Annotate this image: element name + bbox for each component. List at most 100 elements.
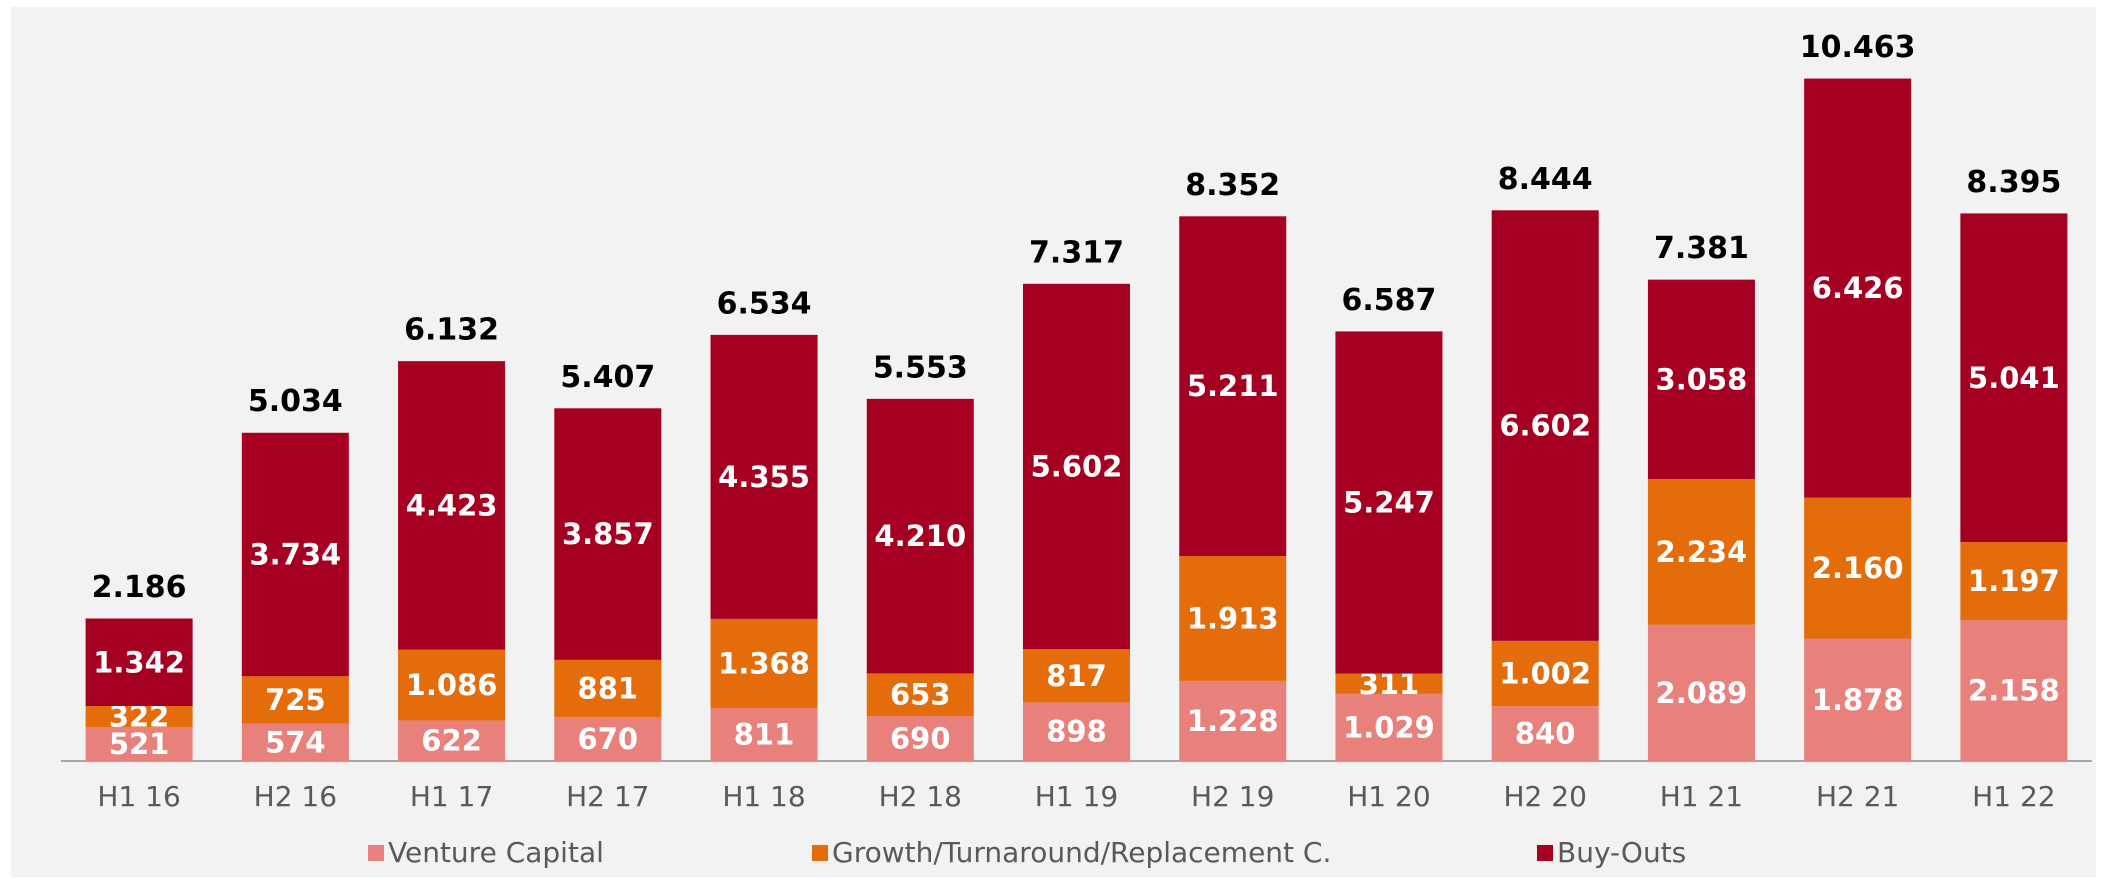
legend-swatch xyxy=(1537,845,1553,861)
legend-swatch xyxy=(368,845,384,861)
segment-label: 1.368 xyxy=(718,647,810,681)
segment-label: 5.041 xyxy=(1968,361,2060,395)
bar-segment xyxy=(85,618,193,707)
bar-segment xyxy=(398,361,506,650)
segment-label: 4.355 xyxy=(718,460,810,494)
total-label: 10.463 xyxy=(1800,30,1916,65)
segment-label: 3.058 xyxy=(1656,362,1748,396)
bar-segment xyxy=(554,659,662,718)
x-tick-label: H1 20 xyxy=(1347,780,1430,813)
total-label: 5.407 xyxy=(560,360,655,395)
segment-label: 5.602 xyxy=(1031,449,1123,483)
bar-segment xyxy=(398,720,506,761)
bar-segment xyxy=(1804,78,1912,498)
bar-segment xyxy=(710,334,818,619)
segment-label: 6.426 xyxy=(1812,271,1904,305)
segment-label: 3.734 xyxy=(249,538,341,572)
segment-label: 1.228 xyxy=(1187,704,1279,738)
bar-segment xyxy=(1647,624,1755,761)
segment-label: 2.089 xyxy=(1656,676,1748,710)
x-tick-label: H2 19 xyxy=(1191,780,1274,813)
segment-label: 6.602 xyxy=(1499,409,1591,443)
bar-segment xyxy=(1647,279,1755,480)
total-label: 8.352 xyxy=(1185,168,1280,203)
bar-segment xyxy=(1491,706,1599,761)
bar-segment xyxy=(1960,542,2068,621)
segment-label: 670 xyxy=(578,722,639,756)
segment-label: 840 xyxy=(1515,717,1576,751)
bar-segment xyxy=(1179,216,1287,557)
segment-label: 881 xyxy=(578,672,639,706)
total-label: 6.587 xyxy=(1342,283,1437,318)
bar-segment xyxy=(1022,649,1131,703)
bar-segment xyxy=(85,727,193,761)
segment-label: 1.029 xyxy=(1343,710,1435,744)
bar-segment xyxy=(1022,283,1131,650)
segment-label: 521 xyxy=(109,727,170,761)
bar-segment xyxy=(1804,497,1912,639)
bar-segment xyxy=(1179,680,1287,761)
total-label: 8.444 xyxy=(1498,162,1593,197)
total-label: 8.395 xyxy=(1966,165,2061,200)
x-tick-label: H2 18 xyxy=(879,780,962,813)
bar-segment xyxy=(1960,213,2068,543)
segment-label: 5.247 xyxy=(1343,486,1435,520)
bar-segment xyxy=(554,717,662,761)
x-tick-label: H1 19 xyxy=(1035,780,1118,813)
legend-swatch xyxy=(812,845,828,861)
bar-segment xyxy=(554,408,662,660)
x-tick-label: H2 17 xyxy=(566,780,649,813)
bar-segment xyxy=(866,673,974,716)
bar-segment xyxy=(866,398,974,674)
bar-segment xyxy=(1647,479,1755,625)
x-tick-label: H1 16 xyxy=(97,780,180,813)
legend-label: Buy-Outs xyxy=(1557,836,1686,869)
segment-label: 2.158 xyxy=(1968,674,2060,708)
total-label: 5.553 xyxy=(873,350,968,385)
segment-label: 2.160 xyxy=(1812,551,1904,585)
bar-segment xyxy=(710,618,818,709)
bar-segment xyxy=(710,708,818,761)
segment-label: 898 xyxy=(1046,715,1107,749)
segment-label: 1.878 xyxy=(1812,683,1904,717)
bar-segment xyxy=(1335,693,1443,761)
segment-label: 690 xyxy=(890,722,951,756)
legend-label: Venture Capital xyxy=(388,836,604,869)
total-label: 6.534 xyxy=(717,286,812,321)
x-tick-label: H1 18 xyxy=(722,780,805,813)
bar-segment xyxy=(1491,640,1599,707)
bar-segment xyxy=(1960,620,2068,761)
total-label: 2.186 xyxy=(92,570,187,605)
total-label: 5.034 xyxy=(248,384,343,419)
legend-label: Growth/Turnaround/Replacement C. xyxy=(832,836,1331,869)
bar-segment xyxy=(85,706,193,728)
x-tick-label: H1 22 xyxy=(1972,780,2055,813)
bar-segment xyxy=(1804,638,1912,761)
segment-label: 574 xyxy=(265,725,326,759)
segment-label: 817 xyxy=(1046,659,1107,693)
total-label: 7.381 xyxy=(1654,231,1749,266)
x-tick-label: H1 21 xyxy=(1660,780,1743,813)
segment-label: 5.211 xyxy=(1187,369,1279,403)
bar-segment xyxy=(398,649,506,721)
x-tick-label: H2 16 xyxy=(254,780,337,813)
bar-segment xyxy=(241,432,349,677)
segment-label: 1.002 xyxy=(1499,657,1591,691)
segment-label: 3.857 xyxy=(562,517,654,551)
segment-label: 1.342 xyxy=(93,645,185,679)
segment-label: 622 xyxy=(421,724,482,758)
bar-segment xyxy=(1335,331,1443,674)
segment-label: 725 xyxy=(265,683,326,717)
x-tick-label: H2 20 xyxy=(1503,780,1586,813)
segment-label: 1.197 xyxy=(1968,564,2060,598)
segment-label: 4.210 xyxy=(874,519,966,553)
bar-segment xyxy=(1491,210,1599,641)
segment-label: 1.086 xyxy=(406,668,498,702)
segment-label: 811 xyxy=(734,718,795,752)
segment-label: 4.423 xyxy=(406,488,498,522)
bar-segment xyxy=(866,716,974,761)
bar-segment xyxy=(241,723,349,761)
total-label: 7.317 xyxy=(1029,235,1124,270)
x-tick-label: H2 21 xyxy=(1816,780,1899,813)
